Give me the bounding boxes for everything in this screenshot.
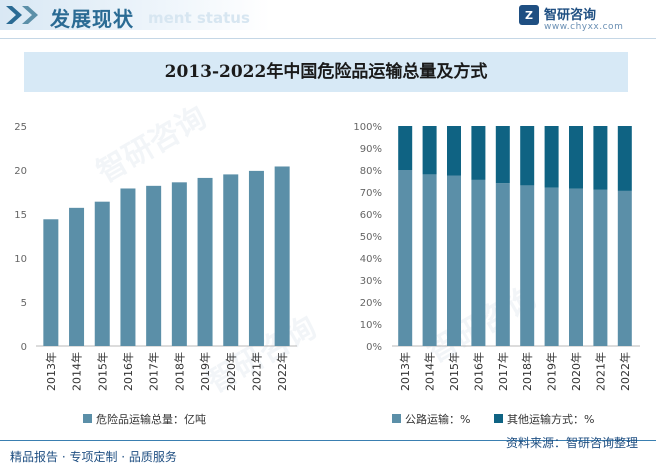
x-tick-label: 2019年 <box>545 352 559 391</box>
bar-segment-other <box>471 126 486 180</box>
y-tick-label: 20 <box>14 166 27 177</box>
header-band <box>0 0 270 30</box>
bar <box>171 182 187 346</box>
volume-bar-chart: 0 5 10 15 20 25 2013年 2014年 2015年 2016年 2017年 2018年… <box>14 122 297 426</box>
brand: Z 智研咨询 www.chyxx.com <box>518 4 638 36</box>
bar-segment-other <box>495 126 510 184</box>
y-tick-label: 0% <box>366 342 382 353</box>
bar-segment-other <box>520 126 535 186</box>
bar-segment-other <box>569 126 583 189</box>
header: ment status 发展现状 Z 智研咨询 www.chyxx.com <box>0 0 656 40</box>
legend-swatch <box>83 414 92 423</box>
svg-text:Z: Z <box>525 9 533 22</box>
mode-share-stacked-chart: 0% 10% 20% 30% 40% 50% 60% 70% 80% 90% 100% 2013年 20… <box>353 122 640 426</box>
bar-segment-other <box>447 126 461 176</box>
bar <box>197 177 213 346</box>
bar <box>120 188 136 346</box>
y-tick-label: 50% <box>360 232 382 243</box>
bar-segment-road <box>495 183 510 346</box>
y-tick-label: 30% <box>360 276 382 287</box>
y-tick-label: 5 <box>21 298 27 309</box>
bar <box>223 174 239 346</box>
bar-segment-other <box>617 126 632 191</box>
bar-segment-road <box>422 174 437 346</box>
x-tick-label: 2022年 <box>618 352 632 391</box>
bar <box>94 201 110 346</box>
x-tick-label: 2018年 <box>520 352 534 391</box>
bar <box>146 185 162 346</box>
y-tick-label: 10 <box>14 254 27 265</box>
data-source: 资料来源：智研咨询整理 <box>505 436 638 450</box>
x-tick-label: 2014年 <box>70 352 84 391</box>
section-title: 发展现状 <box>50 7 134 31</box>
footer-divider <box>0 440 656 441</box>
bar-segment-other <box>544 126 559 188</box>
bar-segment-road <box>471 179 486 346</box>
y-tick-label: 10% <box>360 320 382 331</box>
x-tick-label: 2014年 <box>423 352 437 391</box>
bar-segment-road <box>569 188 583 346</box>
x-tick-label: 2016年 <box>471 352 485 391</box>
y-tick-label: 20% <box>360 298 382 309</box>
y-tick-label: 90% <box>360 144 382 155</box>
y-tick-label: 25 <box>14 122 27 133</box>
bar-segment-road <box>544 187 559 346</box>
y-tick-label: 100% <box>353 122 382 133</box>
chart-title-band: 2013-2022年中国危险品运输总量及方式 <box>24 52 628 92</box>
x-tick-label: 2017年 <box>496 352 510 391</box>
y-tick-label: 40% <box>360 254 382 265</box>
bar <box>248 170 264 346</box>
y-tick-label: 15 <box>14 210 27 221</box>
chart-title: 2013-2022年中国危险品运输总量及方式 <box>164 62 488 82</box>
bar-segment-road <box>520 185 535 346</box>
x-tick-label: 2021年 <box>249 352 263 391</box>
x-tick-label: 2020年 <box>569 352 583 391</box>
bar-segment-road <box>447 175 461 346</box>
x-tick-label: 2015年 <box>447 352 461 391</box>
brand-url: www.chyxx.com <box>544 22 624 32</box>
brand-name: 智研咨询 <box>544 8 597 23</box>
x-tick-label: 2020年 <box>224 352 238 391</box>
bar <box>274 166 290 346</box>
legend-label: 危险品运输总量：亿吨 <box>96 412 206 426</box>
y-tick-label: 0 <box>21 342 27 353</box>
x-tick-label: 2018年 <box>172 352 186 391</box>
legend-label: 其他运输方式：% <box>507 412 594 426</box>
y-tick-label: 80% <box>360 166 382 177</box>
bar-segment-other <box>593 126 608 190</box>
bar-segment-other <box>398 126 413 170</box>
x-tick-label: 2016年 <box>121 352 135 391</box>
header-divider <box>0 38 656 39</box>
x-tick-label: 2017年 <box>147 352 161 391</box>
bar-segment-other <box>422 126 437 175</box>
brand-logo-icon: Z <box>519 5 539 25</box>
footer: 精品报告 · 专项定制 · 品质服务 资料来源：智研咨询整理 <box>0 436 656 466</box>
legend-swatch <box>494 414 503 423</box>
section-title-en: ment status <box>148 9 250 27</box>
y-tick-label: 70% <box>360 188 382 199</box>
x-tick-label: 2022年 <box>275 352 289 391</box>
bar-segment-road <box>617 190 632 346</box>
bar <box>43 219 59 346</box>
bar <box>69 207 85 346</box>
bar-segment-road <box>398 170 413 346</box>
x-tick-label: 2015年 <box>95 352 109 391</box>
x-tick-label: 2019年 <box>198 352 212 391</box>
x-tick-label: 2013年 <box>398 352 412 391</box>
double-chevron-icon <box>6 6 38 24</box>
x-tick-label: 2021年 <box>593 352 607 391</box>
footer-slogan: 精品报告 · 专项定制 · 品质服务 <box>10 450 177 464</box>
legend-label: 公路运输：% <box>405 412 470 426</box>
y-tick-label: 60% <box>360 210 382 221</box>
legend-swatch <box>392 414 401 423</box>
x-tick-label: 2013年 <box>44 352 58 391</box>
bar-segment-road <box>593 189 608 346</box>
